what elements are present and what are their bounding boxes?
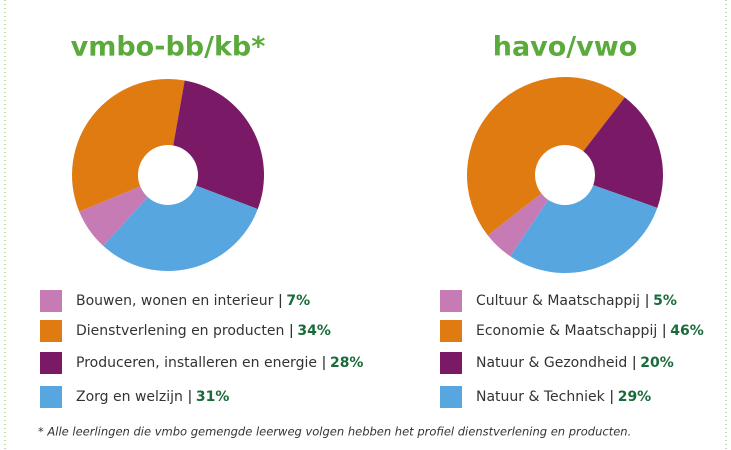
- legend-label: Cultuur & Maatschappij: [476, 293, 640, 309]
- legend-swatch: [440, 386, 462, 408]
- legend-label: Natuur & Gezondheid: [476, 355, 627, 371]
- value-label: 29%: [618, 389, 652, 405]
- value-label: 34%: [297, 323, 331, 339]
- legend-label: Produceren, installeren en energie: [76, 355, 317, 371]
- donut-slice: [103, 185, 258, 271]
- legend-swatch: [40, 320, 62, 342]
- value-label: 20%: [640, 355, 674, 371]
- footnote: * Alle leerlingen die vmbo gemengde leer…: [38, 425, 631, 439]
- legend-label: Zorg en welzijn: [76, 389, 183, 405]
- legend-label: Bouwen, wonen en interieur: [76, 293, 274, 309]
- legend-label: Natuur & Techniek: [476, 389, 606, 405]
- donut-slice: [487, 193, 549, 257]
- legend-swatch: [440, 290, 462, 312]
- donut-slice: [79, 186, 148, 246]
- legend-label: Economie & Maatschappij: [476, 323, 657, 339]
- legend-swatch: [40, 290, 62, 312]
- chart-title: havo/vwo: [493, 32, 638, 63]
- donut-slice: [510, 185, 658, 274]
- value-label: 28%: [330, 355, 364, 371]
- donut-slice: [72, 78, 185, 212]
- donut-slice: [466, 76, 625, 236]
- value-label: 46%: [670, 323, 704, 339]
- legend-label: Dienstverlening en producten: [76, 323, 284, 339]
- value-label: 5%: [653, 293, 677, 309]
- legend-swatch: [40, 386, 62, 408]
- donut-slice: [173, 80, 264, 210]
- donut-slice: [583, 97, 664, 208]
- chart-title: vmbo-bb/kb*: [71, 32, 266, 63]
- legend-swatch: [440, 352, 462, 374]
- value-label: 7%: [286, 293, 310, 309]
- legend-swatch: [440, 320, 462, 342]
- legend-swatch: [40, 352, 62, 374]
- value-label: 31%: [196, 389, 230, 405]
